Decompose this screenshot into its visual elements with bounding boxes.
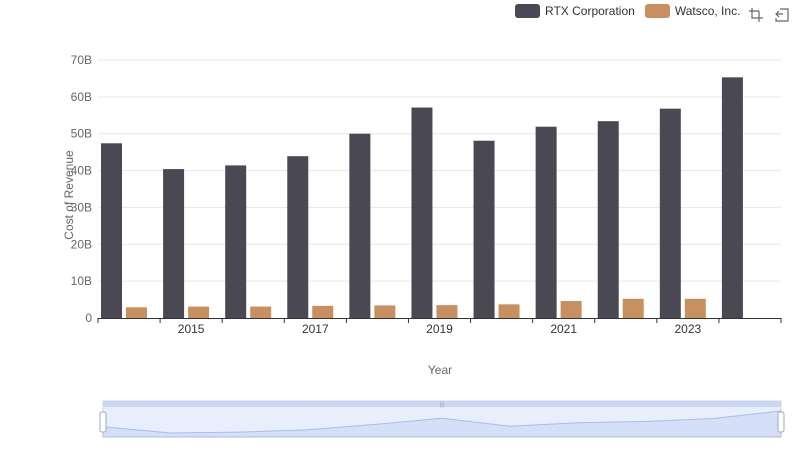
bar-rtx-2024 [721, 77, 743, 318]
grid-lines [98, 59, 781, 282]
bar-watsco-2020 [498, 304, 520, 318]
bar-series [101, 77, 743, 318]
bar-rtx-2014 [101, 143, 122, 318]
bar-watsco-2016 [250, 306, 272, 318]
restore-icon[interactable] [748, 7, 764, 23]
x-tick-label: 2017 [302, 322, 329, 336]
legend: RTX Corporation Watsco, Inc. [515, 4, 750, 18]
back-icon[interactable] [774, 7, 790, 23]
y-tick-label: 40B [71, 164, 92, 178]
legend-swatch-watsco [644, 4, 670, 18]
x-axis-title: Year [427, 363, 453, 377]
legend-label-rtx: RTX Corporation [545, 4, 635, 18]
legend-label-watsco: Watsco, Inc. [674, 4, 741, 18]
data-zoom-slider[interactable]: ||| [99, 400, 785, 438]
bar-rtx-2016 [225, 165, 247, 318]
y-tick-label: 10B [71, 274, 92, 288]
legend-item-rtx[interactable]: RTX Corporation [515, 4, 635, 18]
bar-watsco-2017 [312, 305, 334, 318]
x-tick-label: 2021 [550, 322, 577, 336]
y-tick-label: 0 [85, 311, 92, 325]
bar-rtx-2015 [163, 169, 185, 318]
bar-rtx-2021 [535, 126, 557, 318]
bar-rtx-2019 [411, 107, 433, 318]
x-tick-label: 2023 [675, 322, 702, 336]
zoom-handle-left [99, 411, 107, 433]
zoom-preview-area [102, 410, 782, 438]
bar-watsco-2014 [126, 307, 147, 318]
bar-watsco-2015 [188, 306, 210, 318]
legend-item-watsco[interactable]: Watsco, Inc. [644, 4, 741, 18]
bar-rtx-2023 [659, 108, 681, 318]
bar-rtx-2018 [349, 133, 371, 318]
zoom-grip: ||| [440, 402, 445, 408]
y-tick-label: 20B [71, 237, 92, 251]
x-tick-label: 2015 [178, 322, 205, 336]
y-axis-title: Cost of Revenue [62, 150, 76, 240]
bar-watsco-2023 [684, 298, 706, 318]
bar-watsco-2018 [374, 305, 396, 318]
bar-watsco-2022 [622, 298, 644, 318]
legend-swatch-rtx [515, 4, 540, 18]
y-tick-label: 50B [71, 127, 92, 141]
bar-watsco-2019 [436, 305, 458, 318]
y-tick-label: 30B [71, 200, 92, 214]
x-axis: 2015 2017 2019 2021 2023 [97, 318, 782, 336]
bar-rtx-2022 [597, 121, 619, 318]
y-tick-label: 70B [71, 53, 92, 67]
bar-watsco-2021 [560, 301, 582, 318]
bar-rtx-2020 [473, 140, 495, 318]
zoom-handle-right [777, 411, 785, 433]
zoom-top-bar [103, 401, 781, 407]
bar-rtx-2017 [287, 156, 309, 318]
y-axis-tick-labels: 0 10B 20B 30B 40B 50B 60B 70B [71, 53, 93, 325]
x-tick-label: 2019 [426, 322, 453, 336]
y-tick-label: 60B [71, 90, 92, 104]
